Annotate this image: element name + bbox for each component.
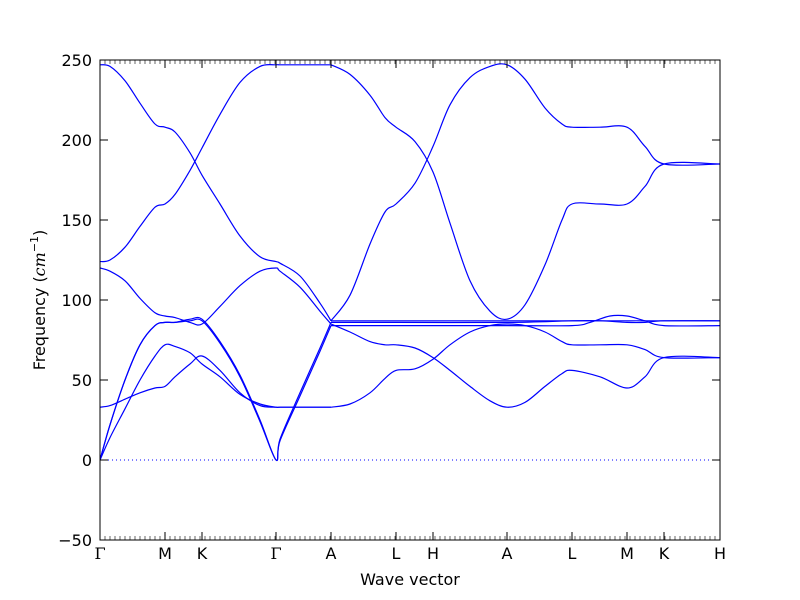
band-line-1 bbox=[100, 64, 332, 322]
band-line-14 bbox=[330, 314, 720, 327]
x-tick-label: M bbox=[158, 544, 172, 563]
y-tick-label: −50 bbox=[58, 531, 92, 550]
x-tick-label: M bbox=[620, 544, 634, 563]
x-tick-label: K bbox=[659, 544, 670, 563]
y-tick-label: 0 bbox=[82, 451, 92, 470]
x-tick-label: L bbox=[568, 544, 577, 563]
y-tick-label: 50 bbox=[72, 371, 92, 390]
axes-frame bbox=[99, 59, 721, 541]
x-tick-label: A bbox=[326, 544, 337, 563]
y-tick-label: 100 bbox=[61, 291, 92, 310]
x-tick-label: Γ bbox=[270, 544, 281, 563]
y-axis-label-suffix: ) bbox=[30, 230, 49, 236]
y-axis-label-prefix: Frequency ( bbox=[30, 276, 49, 370]
band-line-7 bbox=[100, 355, 331, 408]
band-line-10 bbox=[330, 323, 720, 408]
ticks-group bbox=[99, 59, 721, 541]
band-line-2 bbox=[100, 64, 331, 263]
y-tick-label: 200 bbox=[61, 131, 92, 150]
x-axis-label: Wave vector bbox=[360, 570, 460, 589]
band-line-3 bbox=[100, 267, 332, 326]
y-axis-label: Frequency (cm−1) bbox=[28, 230, 49, 371]
x-tick-label: L bbox=[392, 544, 401, 563]
band-line-9 bbox=[330, 64, 720, 321]
plot-frame bbox=[99, 59, 721, 541]
band-line-11 bbox=[330, 323, 720, 408]
y-tick-label: 150 bbox=[61, 211, 92, 230]
band-line-5 bbox=[100, 316, 332, 462]
series-group bbox=[100, 63, 720, 462]
y-axis-label-unit: cm bbox=[30, 252, 49, 276]
y-tick-label: 250 bbox=[61, 51, 92, 70]
y-axis-label-exponent: −1 bbox=[28, 236, 41, 252]
tick-labels-group: −50 0 50 100 150 200 250 Γ M K Γ A L H A L M K H bbox=[58, 51, 726, 563]
x-tick-label: K bbox=[197, 544, 208, 563]
band-line-8 bbox=[330, 63, 720, 322]
x-tick-label: Γ bbox=[94, 544, 105, 563]
x-tick-label: A bbox=[502, 544, 513, 563]
x-tick-label: H bbox=[427, 544, 439, 563]
x-tick-label: H bbox=[714, 544, 726, 563]
